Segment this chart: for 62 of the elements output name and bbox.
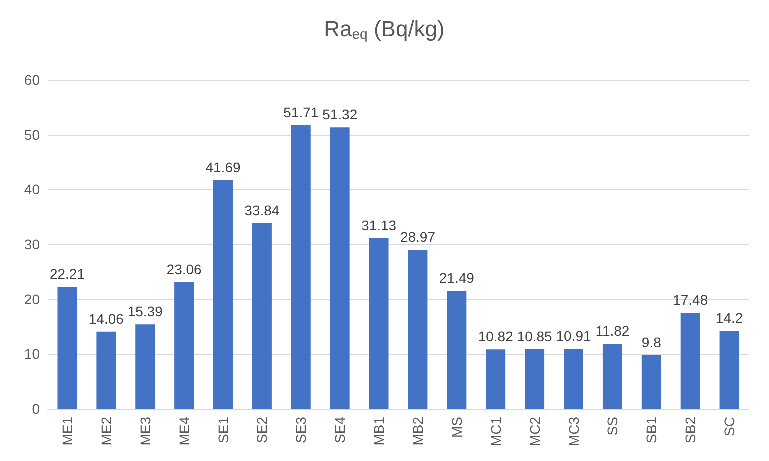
data-label: 28.97 — [400, 229, 436, 246]
data-label: 10.82 — [478, 328, 514, 345]
data-label: 31.13 — [362, 217, 397, 234]
data-label: 10.91 — [556, 328, 592, 344]
data-label: 23.06 — [166, 262, 202, 278]
data-label: 21.49 — [439, 270, 475, 286]
x-tick-label: SB2 — [682, 416, 699, 444]
x-tick-label: MC1 — [488, 416, 504, 447]
data-label: 11.82 — [596, 323, 630, 340]
data-label: 22.21 — [50, 266, 86, 282]
x-tick-label: SB1 — [644, 416, 660, 444]
x-tick-label: MC3 — [566, 416, 582, 447]
bar — [136, 324, 156, 409]
x-tick-label: ME3 — [137, 416, 154, 446]
y-tick-label: 60 — [24, 72, 40, 88]
bar — [447, 291, 467, 409]
data-label: 17.48 — [673, 292, 708, 308]
bar — [564, 349, 584, 409]
x-tick-label: MB2 — [410, 416, 426, 446]
bar — [291, 125, 311, 409]
y-tick-label: 40 — [24, 182, 40, 198]
x-tick-label: SE3 — [293, 416, 310, 444]
bar — [720, 331, 740, 409]
bar — [214, 180, 233, 409]
data-label: 9.8 — [642, 334, 662, 350]
bar — [642, 355, 662, 409]
bar — [252, 223, 272, 409]
bar — [174, 282, 194, 409]
x-tick-label: SE4 — [332, 416, 348, 444]
x-tick-label: ME1 — [59, 416, 76, 446]
data-label: 51.71 — [284, 104, 319, 120]
y-tick-label: 50 — [24, 126, 40, 143]
data-label: 15.39 — [128, 304, 164, 320]
y-tick-label: 30 — [24, 236, 40, 252]
bar — [408, 250, 428, 409]
bar — [58, 287, 78, 409]
bar — [525, 350, 545, 409]
data-label: 51.32 — [322, 106, 358, 123]
x-tick-label: SS — [604, 417, 621, 436]
bar — [680, 313, 700, 409]
data-label: 14.2 — [716, 310, 744, 326]
chart-title: Raeq (Bq/kg) — [324, 16, 445, 42]
y-tick-label: 10 — [24, 346, 40, 362]
bar — [96, 332, 116, 409]
data-label: 33.84 — [244, 202, 280, 218]
y-tick-label: 0 — [32, 401, 40, 417]
data-label: 14.06 — [88, 310, 124, 327]
bar — [330, 128, 350, 409]
bar — [486, 350, 506, 409]
bar — [602, 344, 622, 409]
x-tick-label: SE1 — [215, 416, 232, 444]
x-tick-label: SC — [722, 417, 738, 436]
bar — [369, 238, 389, 409]
x-tick-label: ME2 — [98, 416, 114, 446]
y-tick-label: 20 — [24, 291, 40, 308]
data-label: 41.69 — [206, 159, 241, 176]
x-tick-label: SE2 — [254, 416, 270, 444]
data-label: 10.85 — [517, 328, 553, 345]
x-tick-label: MS — [448, 417, 465, 438]
x-tick-label: MB1 — [371, 416, 388, 446]
x-tick-label: ME4 — [176, 416, 192, 446]
x-tick-label: MC2 — [526, 416, 543, 447]
